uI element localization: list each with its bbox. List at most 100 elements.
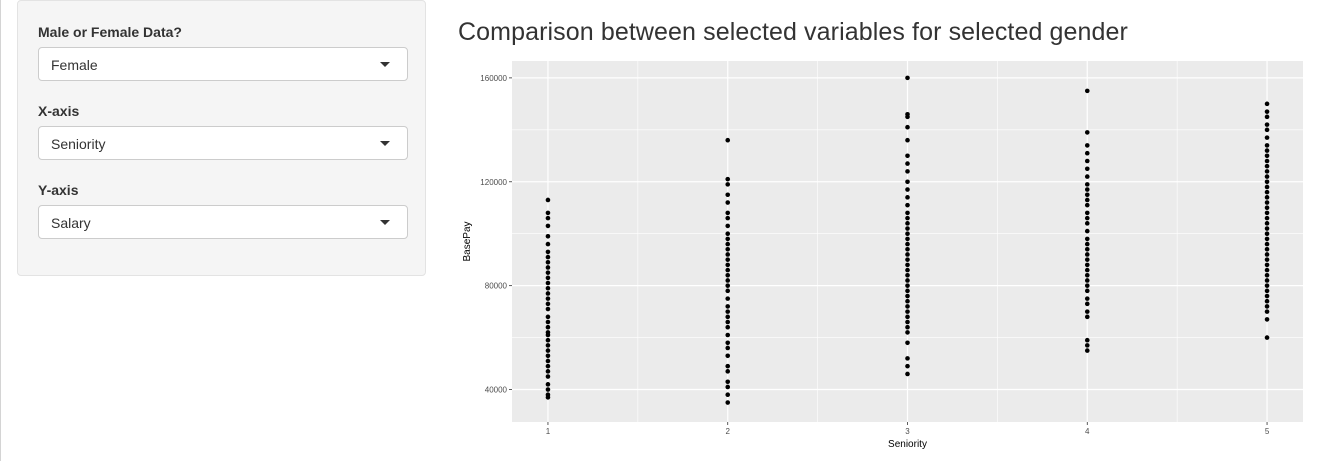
data-point	[725, 182, 731, 187]
input-sidebar: Male or Female Data? Female X-axis Senio…	[17, 0, 426, 276]
data-point	[545, 270, 551, 275]
data-point	[545, 249, 551, 255]
data-point	[905, 363, 910, 369]
data-point	[725, 176, 731, 182]
data-point	[1084, 210, 1090, 216]
data-point	[905, 241, 910, 247]
data-point	[545, 363, 551, 369]
y-tick-label: 120000	[480, 178, 507, 187]
data-point	[1084, 272, 1090, 278]
chevron-down-icon	[380, 62, 390, 67]
data-point	[1264, 122, 1270, 127]
gender-select[interactable]: Female	[38, 47, 408, 81]
data-point	[725, 278, 731, 283]
data-point	[1084, 236, 1090, 242]
data-point	[905, 371, 910, 377]
data-point	[1084, 221, 1090, 226]
data-point	[905, 257, 910, 262]
data-point	[905, 272, 910, 278]
data-point	[905, 210, 910, 216]
yaxis-select[interactable]: Salary	[38, 205, 408, 239]
data-point	[905, 231, 910, 237]
x-axis-label: Seniority	[888, 439, 927, 450]
x-tick-label: 3	[905, 427, 910, 436]
data-point	[725, 252, 731, 257]
data-point	[545, 332, 551, 338]
y-tick-label: 40000	[485, 386, 508, 395]
data-point	[1084, 166, 1090, 172]
data-point	[1084, 215, 1090, 221]
data-point	[1264, 215, 1270, 221]
data-point	[1084, 343, 1090, 348]
data-point	[545, 197, 551, 203]
data-point	[1264, 309, 1270, 314]
data-point	[725, 340, 731, 346]
data-point	[725, 137, 731, 143]
data-point	[1084, 288, 1090, 294]
data-point	[545, 241, 551, 247]
data-point	[1264, 210, 1270, 216]
data-point	[905, 114, 910, 120]
data-point	[1084, 296, 1090, 301]
data-point	[1264, 317, 1270, 322]
data-point	[905, 169, 910, 174]
data-point	[725, 236, 731, 242]
data-point	[1264, 257, 1270, 262]
data-point	[725, 345, 731, 351]
data-point	[905, 309, 910, 314]
data-point	[1264, 189, 1270, 195]
data-point	[1264, 262, 1270, 268]
data-point	[1264, 226, 1270, 231]
data-point	[905, 319, 910, 325]
xaxis-select[interactable]: Seniority	[38, 126, 408, 160]
data-point	[545, 210, 551, 216]
data-point	[545, 285, 551, 291]
data-point	[905, 314, 910, 320]
data-point	[905, 324, 910, 330]
data-point	[1084, 257, 1090, 262]
data-point	[545, 358, 551, 364]
data-point	[905, 161, 910, 166]
data-point	[1264, 101, 1270, 107]
data-point	[725, 288, 731, 294]
data-point	[725, 369, 731, 374]
data-point	[905, 278, 910, 283]
data-point	[1264, 205, 1270, 211]
data-point	[545, 387, 551, 392]
data-point	[725, 363, 731, 369]
data-point	[1084, 228, 1090, 234]
data-point	[905, 195, 910, 200]
data-point	[1084, 241, 1090, 247]
data-point	[545, 348, 551, 353]
data-point	[905, 215, 910, 221]
data-point	[1264, 241, 1270, 247]
data-point	[545, 254, 551, 260]
data-point	[545, 353, 551, 359]
x-tick-label: 5	[1265, 427, 1270, 436]
data-point	[1084, 309, 1090, 314]
data-point	[545, 291, 551, 296]
data-point	[905, 304, 910, 309]
data-point	[545, 301, 551, 307]
data-point	[545, 265, 551, 270]
data-point	[725, 257, 731, 262]
data-point	[725, 267, 731, 273]
data-point	[1084, 246, 1090, 252]
data-point	[905, 137, 910, 143]
data-point	[1264, 148, 1270, 153]
y-tick-label: 80000	[485, 282, 508, 291]
data-point	[1084, 283, 1090, 288]
data-point	[725, 200, 731, 205]
data-point	[905, 202, 910, 208]
data-point	[545, 343, 551, 348]
data-point	[1084, 143, 1090, 148]
x-tick-label: 4	[1085, 427, 1090, 436]
data-point	[725, 210, 731, 216]
data-point	[1264, 278, 1270, 283]
xaxis-label: X-axis	[38, 103, 80, 119]
data-point	[1264, 179, 1270, 185]
data-point	[905, 298, 910, 304]
data-point	[545, 395, 551, 400]
data-point	[905, 356, 910, 361]
data-point	[725, 384, 731, 390]
